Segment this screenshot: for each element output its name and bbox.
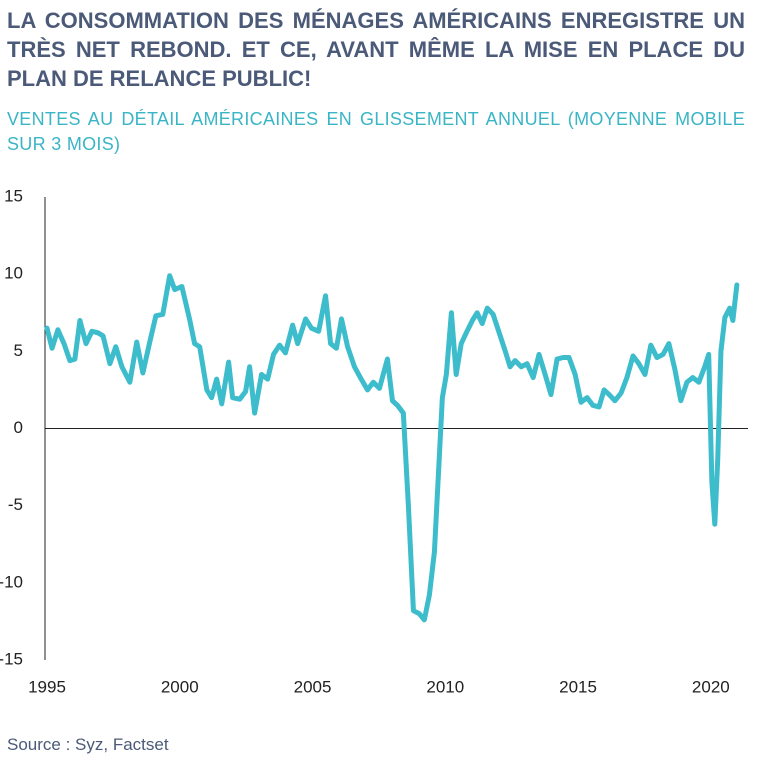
x-tick-label: 2010	[426, 677, 464, 696]
x-tick-label: 2015	[559, 677, 597, 696]
x-tick-label: 2000	[161, 677, 199, 696]
x-tick-label: 2020	[692, 677, 730, 696]
y-tick-label: 15	[4, 186, 23, 205]
y-tick-label: 10	[4, 264, 23, 283]
chart-title: LA CONSOMMATION DES MÉNAGES AMÉRICAINS E…	[7, 8, 745, 91]
y-tick-label: -15	[0, 649, 23, 668]
source-note: Source : Syz, Factset	[7, 735, 169, 754]
y-tick-label: -5	[8, 495, 23, 514]
x-tick-label: 2005	[294, 677, 332, 696]
chart: 15 10 5 0 -5 -10 -15 1995 2000 2005 2010 2015 2020	[0, 186, 748, 696]
data-line	[44, 273, 740, 623]
y-tick-label: 0	[14, 418, 23, 437]
y-tick-label: 5	[14, 341, 23, 360]
chart-subtitle: VENTES AU DÉTAIL AMÉRICAINES EN GLISSEME…	[7, 109, 745, 154]
y-tick-label: -10	[0, 572, 23, 591]
x-tick-label: 1995	[28, 677, 66, 696]
